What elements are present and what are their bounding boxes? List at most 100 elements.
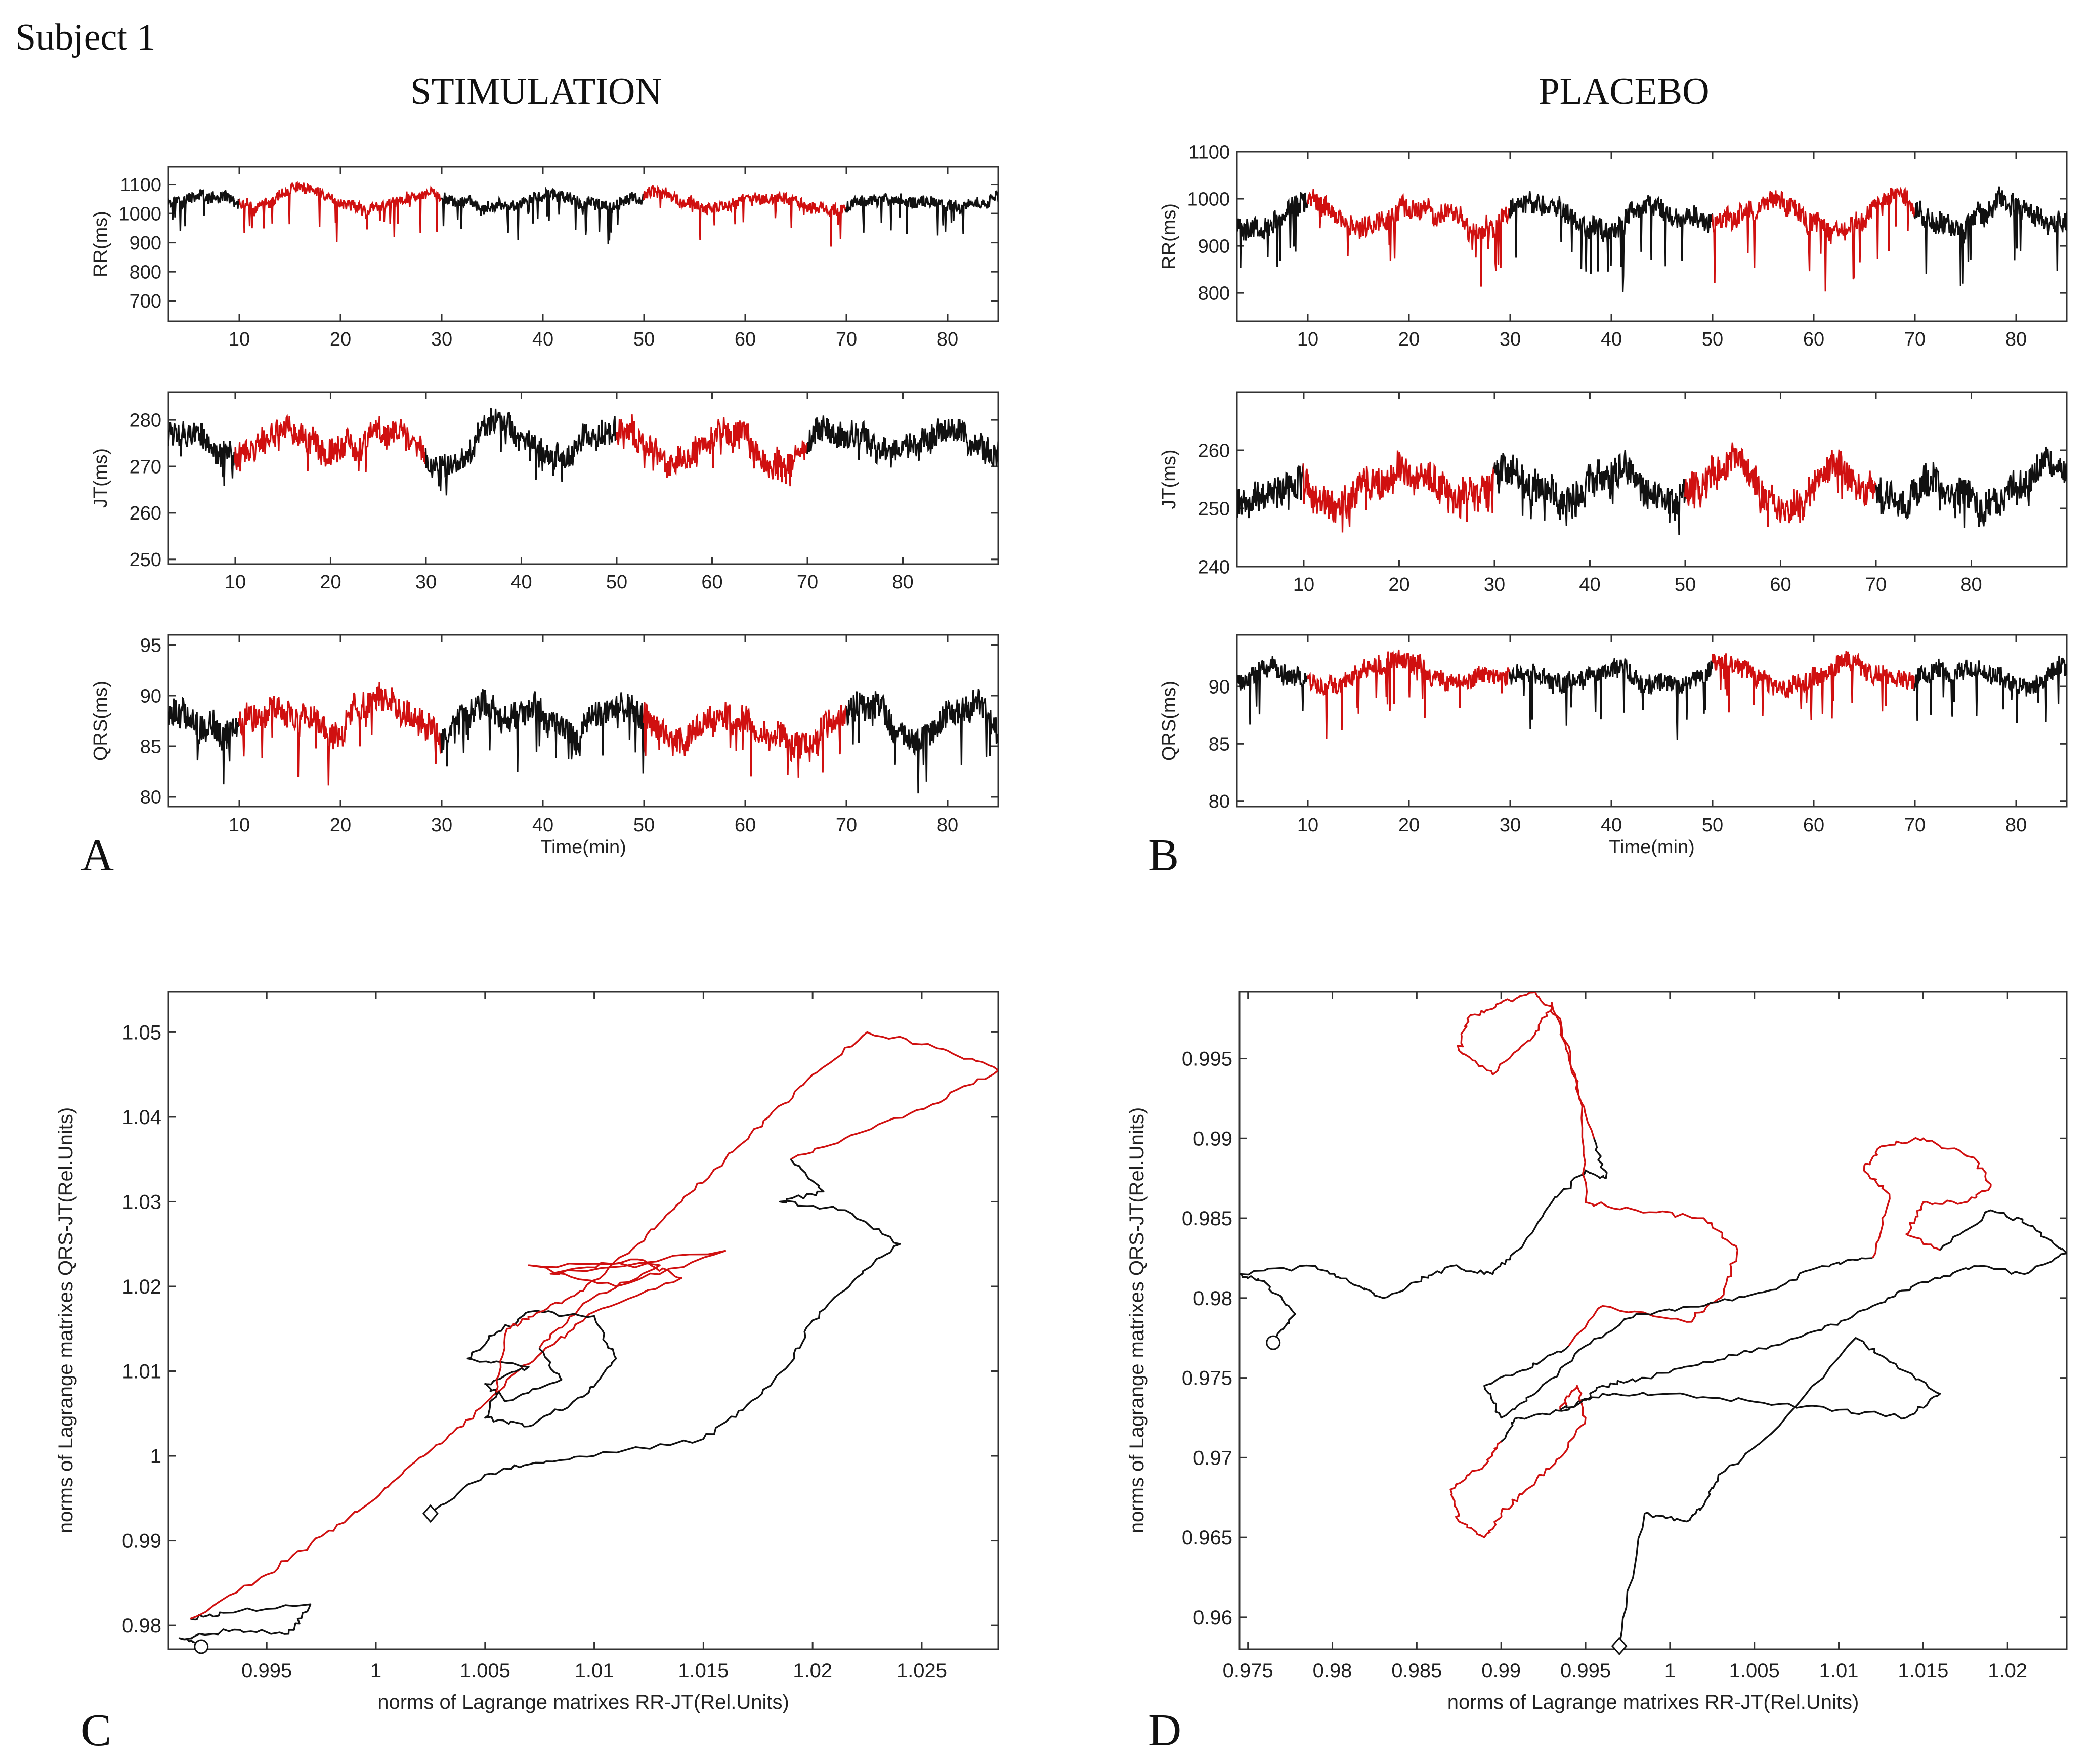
panel-letter-c: C bbox=[81, 1705, 111, 1755]
black-series-line bbox=[1509, 653, 1714, 740]
y-tick-label: 1 bbox=[150, 1445, 161, 1468]
x-tick-label: 40 bbox=[510, 572, 532, 593]
x-tick-label: 0.98 bbox=[1313, 1660, 1352, 1682]
x-tick-label: 0.975 bbox=[1223, 1660, 1273, 1682]
y-tick-label: 1.04 bbox=[122, 1106, 161, 1129]
x-tick-label: 40 bbox=[1601, 329, 1622, 350]
y-axis-label: JT(ms) bbox=[1159, 449, 1180, 509]
timeseries-chart-a-qrs: 10 20 30 40 50 60 70 80 80 85 90 95 QRS(ms) Time(min) bbox=[90, 634, 999, 858]
y-tick-label: 1.01 bbox=[122, 1361, 161, 1383]
x-tick-label: 80 bbox=[937, 814, 958, 836]
y-tick-label: 0.96 bbox=[1193, 1607, 1232, 1629]
y-tick-label: 85 bbox=[1209, 734, 1230, 755]
plot-frame bbox=[1236, 634, 2068, 808]
y-tick-label: 280 bbox=[130, 410, 161, 431]
black-series-line bbox=[845, 688, 998, 794]
y-axis-label: norms of Lagrange matrixes QRS-JT(Rel.Un… bbox=[55, 1107, 77, 1533]
x-tick-label: 10 bbox=[229, 814, 250, 836]
black-series-line bbox=[168, 421, 236, 486]
y-tick-label: 0.98 bbox=[1193, 1287, 1232, 1310]
x-axis-label: norms of Lagrange matrixes RR-JT(Rel.Uni… bbox=[1447, 1691, 1859, 1713]
red-series-line bbox=[238, 682, 443, 786]
x-tick-label: 1.025 bbox=[896, 1660, 947, 1682]
y-tick-label: 80 bbox=[140, 787, 161, 808]
x-tick-label: 1.015 bbox=[1898, 1660, 1948, 1682]
black-trajectory-line bbox=[1483, 1257, 1873, 1419]
black-trajectory-line bbox=[1560, 1337, 1941, 1646]
x-tick-label: 1.015 bbox=[678, 1660, 729, 1682]
black-series-line bbox=[1509, 191, 1714, 292]
black-series-line bbox=[1493, 450, 1687, 536]
x-tick-label: 60 bbox=[1770, 574, 1791, 595]
y-tick-label: 0.985 bbox=[1182, 1208, 1232, 1230]
y-tick-label: 1000 bbox=[1187, 189, 1230, 210]
x-tick-label: 10 bbox=[229, 329, 250, 350]
panel-letter-b: B bbox=[1148, 830, 1179, 880]
x-axis-label: Time(min) bbox=[540, 837, 626, 858]
y-tick-label: 0.965 bbox=[1182, 1527, 1232, 1549]
x-tick-label: 70 bbox=[797, 572, 818, 593]
x-tick-label: 20 bbox=[330, 329, 351, 350]
x-tick-label: 60 bbox=[1803, 814, 1824, 836]
x-tick-label: 20 bbox=[1398, 814, 1420, 836]
x-tick-label: 30 bbox=[415, 572, 437, 593]
placebo-title: PLACEBO bbox=[1539, 71, 1709, 112]
black-series-line bbox=[424, 408, 618, 496]
y-tick-label: 0.99 bbox=[122, 1530, 161, 1553]
x-tick-label: 60 bbox=[1803, 329, 1824, 350]
y-tick-label: 85 bbox=[140, 736, 161, 757]
y-tick-label: 1.02 bbox=[122, 1276, 161, 1298]
x-tick-label: 40 bbox=[532, 329, 553, 350]
x-tick-label: 70 bbox=[836, 329, 857, 350]
x-tick-label: 1.02 bbox=[793, 1660, 832, 1682]
x-tick-label: 20 bbox=[1398, 329, 1420, 350]
x-tick-label: 60 bbox=[735, 329, 756, 350]
x-tick-label: 50 bbox=[606, 572, 627, 593]
y-axis-label: QRS(ms) bbox=[1159, 681, 1180, 761]
black-series-line bbox=[1237, 656, 1309, 725]
black-series-line bbox=[1875, 446, 2067, 528]
black-series-line bbox=[441, 187, 646, 244]
x-tick-label: 40 bbox=[1579, 574, 1600, 595]
timeseries-chart-b-jt: 10 20 30 40 50 60 70 80 240 250 260 JT(ms) bbox=[1159, 391, 2068, 595]
y-tick-label: 800 bbox=[1198, 283, 1230, 304]
y-tick-label: 90 bbox=[140, 685, 161, 707]
y-tick-label: 90 bbox=[1209, 676, 1230, 698]
x-axis-label: Time(min) bbox=[1609, 837, 1695, 858]
x-tick-label: 60 bbox=[701, 572, 722, 593]
y-tick-label: 900 bbox=[130, 233, 161, 254]
plot-frame bbox=[1238, 991, 2068, 1650]
red-series-line bbox=[1711, 651, 1916, 720]
stimulation-title: STIMULATION bbox=[410, 71, 662, 112]
y-axis-label: norms of Lagrange matrixes QRS-JT(Rel.Un… bbox=[1126, 1107, 1148, 1533]
red-series-line bbox=[1684, 442, 1877, 528]
black-series-line bbox=[1913, 655, 2067, 723]
red-trajectory-line bbox=[495, 1031, 998, 1393]
x-tick-label: 40 bbox=[1601, 814, 1622, 836]
y-tick-label: 0.995 bbox=[1182, 1048, 1232, 1070]
y-tick-label: 260 bbox=[1198, 440, 1230, 461]
x-tick-label: 0.995 bbox=[241, 1660, 292, 1682]
x-tick-label: 0.995 bbox=[1560, 1660, 1611, 1682]
red-series-line bbox=[1306, 189, 1511, 287]
y-tick-label: 900 bbox=[1198, 236, 1230, 257]
red-series-line bbox=[643, 185, 847, 247]
y-tick-label: 0.975 bbox=[1182, 1367, 1232, 1390]
x-tick-label: 30 bbox=[431, 814, 452, 836]
x-tick-label: 80 bbox=[2005, 814, 2027, 836]
x-tick-label: 30 bbox=[431, 329, 452, 350]
timeseries-chart-a-jt: 10 20 30 40 50 60 70 80 250 260 270 280 JT(ms) bbox=[90, 391, 999, 593]
red-series-line bbox=[643, 702, 847, 778]
start-circle-marker bbox=[1266, 1335, 1281, 1350]
y-tick-label: 1100 bbox=[1188, 142, 1230, 163]
x-tick-label: 10 bbox=[225, 572, 246, 593]
x-tick-label: 1.01 bbox=[1819, 1660, 1859, 1682]
x-tick-label: 30 bbox=[1500, 329, 1521, 350]
x-tick-label: 40 bbox=[532, 814, 553, 836]
y-axis-label: RR(ms) bbox=[1159, 203, 1180, 270]
x-tick-label: 10 bbox=[1297, 814, 1318, 836]
x-tick-label: 50 bbox=[1702, 329, 1723, 350]
subject-label: Subject 1 bbox=[15, 17, 155, 58]
x-tick-label: 10 bbox=[1293, 574, 1314, 595]
